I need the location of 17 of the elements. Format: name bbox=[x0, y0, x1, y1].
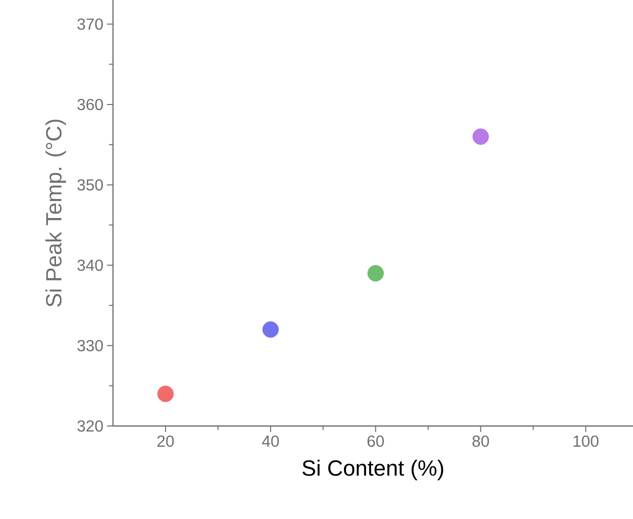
x-tick-label: 100 bbox=[574, 436, 598, 447]
point bbox=[367, 265, 384, 282]
y-tick-label: 350 bbox=[77, 179, 103, 191]
y-tick-label: 340 bbox=[77, 260, 103, 271]
point bbox=[262, 321, 279, 338]
x-axis-title: Si Content (%) bbox=[302, 460, 444, 480]
x-tick-label: 80 bbox=[472, 436, 489, 447]
point bbox=[157, 386, 174, 402]
y-axis-title: Si Peak Temp. (°C) bbox=[45, 120, 66, 307]
x-tick-label: 20 bbox=[157, 436, 174, 447]
x-tick-label: 40 bbox=[262, 436, 279, 447]
x-tick-label: 60 bbox=[368, 436, 384, 447]
y-tick-label: 360 bbox=[77, 98, 103, 110]
y-tick-label: 370 bbox=[77, 18, 103, 30]
point bbox=[472, 128, 489, 145]
y-tick-label: 330 bbox=[77, 340, 103, 352]
y-tick-label: 320 bbox=[77, 420, 103, 432]
